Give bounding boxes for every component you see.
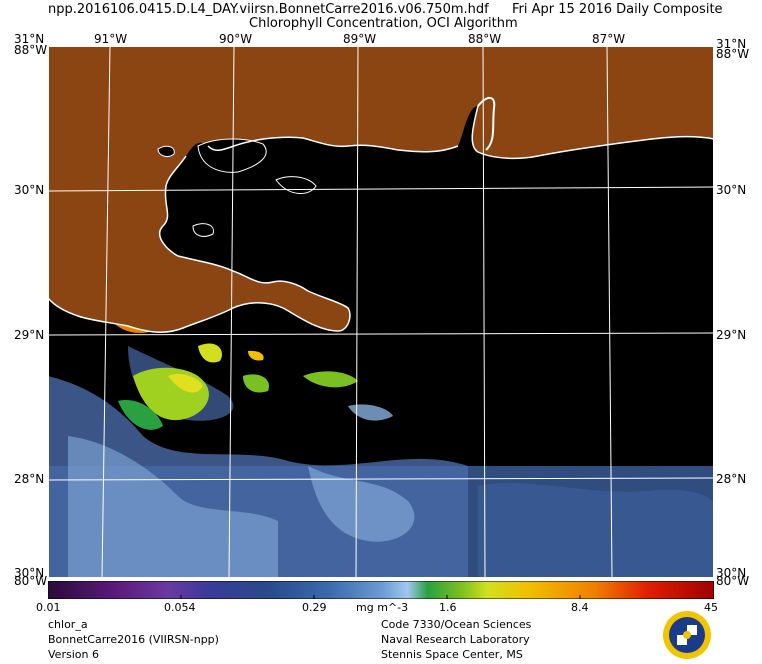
- date-title: Fri Apr 15 2016 Daily Composite: [512, 2, 723, 17]
- colorbar-tick-0: 0.01: [36, 601, 61, 614]
- coastline: [48, 105, 714, 333]
- footer-region-sensor: BonnetCarre2016 (VIIRSN-npp): [48, 633, 219, 646]
- footer-code: Code 7330/Ocean Sciences: [381, 618, 532, 631]
- lat-label-right-bottom: 30°N: [716, 566, 747, 580]
- lat-label-right-28n: 28°N: [716, 472, 747, 486]
- corner-label-left-top: 88°W: [14, 43, 48, 57]
- lon-label-87w: 87°W: [592, 32, 626, 46]
- nrl-seal-logo: [663, 611, 711, 659]
- inland-lakes: [157, 138, 317, 237]
- footer-location: Stennis Space Center, MS: [381, 648, 523, 661]
- colorbar-units: mg m^-3: [356, 601, 409, 614]
- lat-label-left-bottom: 30°N: [14, 566, 45, 580]
- filename-title: npp.2016106.0415.D.L4_DAY.viirsn.BonnetC…: [48, 2, 489, 17]
- footer-product-name: chlor_a: [48, 618, 88, 631]
- lat-label-left-31n: 31°N: [14, 32, 45, 46]
- map-frame: [48, 46, 714, 578]
- lat-label-right-31n: 31°N: [716, 37, 747, 51]
- mobile-bay-outline: [477, 97, 496, 151]
- corner-label-right-bottom: 80°W: [716, 574, 750, 588]
- lon-label-89w: 89°W: [343, 32, 377, 46]
- low-chlorophyll-coverage: [48, 346, 714, 578]
- lon-label-88w: 88°W: [468, 32, 502, 46]
- corner-label-left-bottom: 80°W: [14, 574, 48, 588]
- footer-version: Version 6: [48, 648, 99, 661]
- colorbar-tick-5: 45: [704, 601, 718, 614]
- colorbar: [48, 581, 714, 599]
- lat-label-left-28n: 28°N: [14, 472, 45, 486]
- lat-label-left-30n: 30°N: [14, 183, 45, 197]
- lat-label-right-30n: 30°N: [716, 183, 747, 197]
- graticule: [48, 46, 714, 578]
- corner-label-right-top: 88°W: [716, 47, 750, 61]
- colorbar-tick-1: 0.054: [164, 601, 196, 614]
- land-mass: [48, 46, 714, 333]
- lat-label-left-29n: 29°N: [14, 328, 45, 342]
- colorbar-tick-3: 1.6: [439, 601, 457, 614]
- footer-lab: Naval Research Laboratory: [381, 633, 530, 646]
- lat-label-right-29n: 29°N: [716, 328, 747, 342]
- product-title: Chlorophyll Concentration, OCI Algorithm: [249, 16, 518, 31]
- colorbar-tick-4: 8.4: [571, 601, 589, 614]
- colorbar-tick-2: 0.29: [302, 601, 327, 614]
- colorbar-ticks: [180, 595, 581, 599]
- colorbar-gradient: [48, 581, 714, 599]
- lon-label-91w: 91°W: [94, 32, 128, 46]
- lon-label-90w: 90°W: [219, 32, 253, 46]
- chlorophyll-map: [48, 46, 714, 578]
